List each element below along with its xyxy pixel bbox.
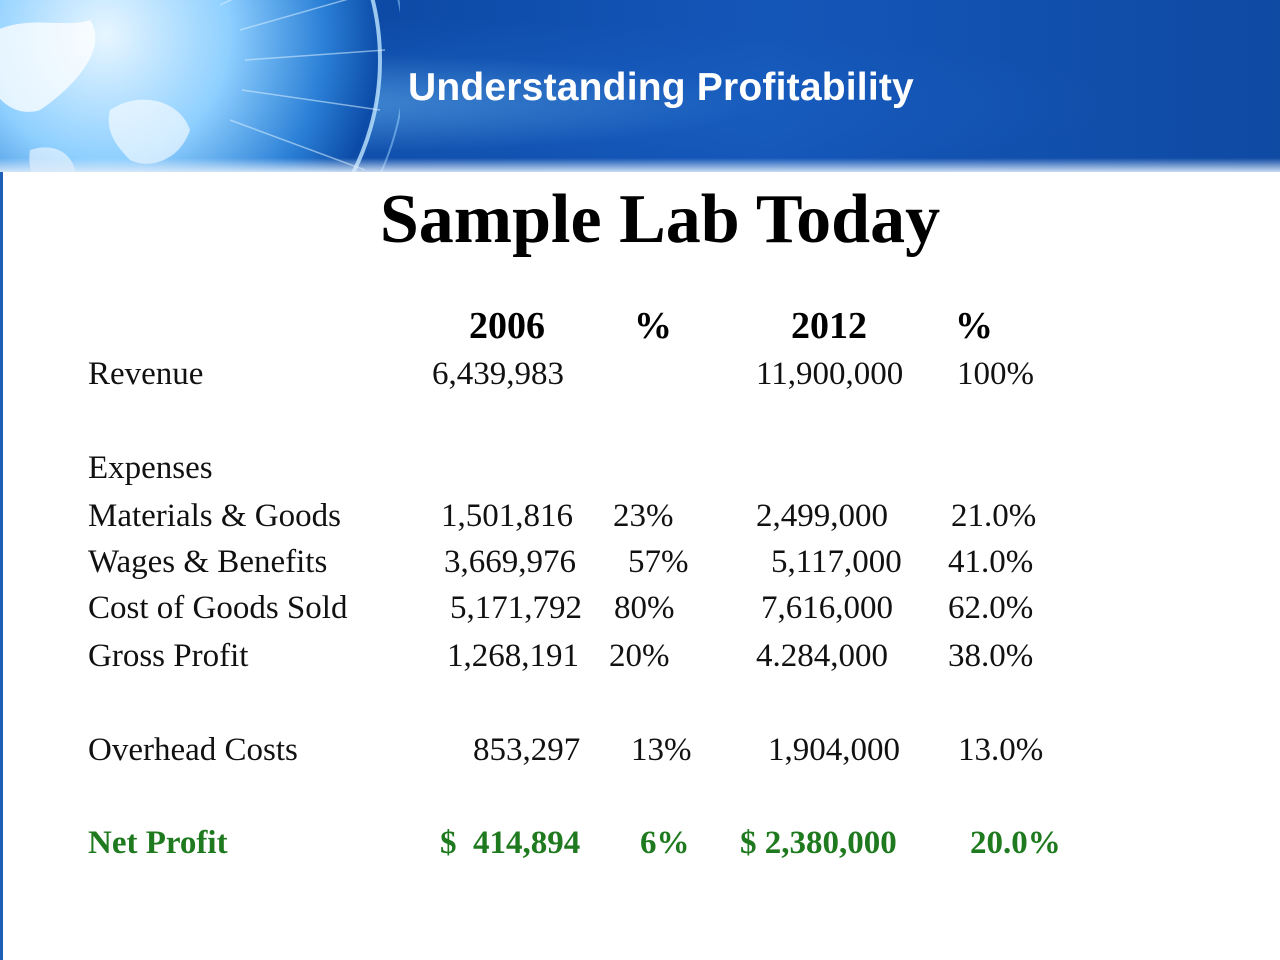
header-bottom-fade (0, 158, 1280, 172)
wages-pct-2012: 41.0% (948, 544, 1034, 580)
net-profit-pct-2006: 6% (640, 825, 690, 861)
row-label-wages: Wages & Benefits (88, 544, 328, 580)
net-profit-2012: $ 2,380,000 (740, 825, 897, 861)
row-label-expenses: Expenses (88, 450, 213, 486)
col-header-pct-2012: % (955, 305, 993, 347)
row-label-net-profit: Net Profit (88, 825, 228, 861)
cogs-pct-2006: 80% (614, 590, 675, 626)
gross-profit-pct-2006: 20% (609, 638, 670, 674)
revenue-pct-2012: 100% (957, 356, 1034, 392)
cogs-pct-2012: 62.0% (948, 590, 1034, 626)
overhead-2006: 853,297 (473, 732, 581, 768)
row-label-revenue: Revenue (88, 356, 204, 392)
cogs-2006: 5,171,792 (450, 590, 582, 626)
overhead-2012: 1,904,000 (768, 732, 900, 768)
overhead-pct-2006: 13% (631, 732, 692, 768)
row-label-gross-profit: Gross Profit (88, 638, 249, 674)
row-label-cogs: Cost of Goods Sold (88, 590, 348, 626)
materials-2012: 2,499,000 (756, 498, 888, 534)
col-header-2006: 2006 (469, 305, 545, 347)
gross-profit-pct-2012: 38.0% (948, 638, 1034, 674)
wages-pct-2006: 57% (628, 544, 689, 580)
row-label-overhead: Overhead Costs (88, 732, 298, 768)
cogs-2012: 7,616,000 (761, 590, 893, 626)
row-label-materials: Materials & Goods (88, 498, 341, 534)
overhead-pct-2012: 13.0% (958, 732, 1044, 768)
globe-graphic (0, 0, 400, 172)
gross-profit-2006: 1,268,191 (447, 638, 579, 674)
wages-2006: 3,669,976 (444, 544, 576, 580)
left-border-rule (0, 172, 3, 960)
col-header-2012: 2012 (791, 305, 867, 347)
revenue-2006: 6,439,983 (432, 356, 564, 392)
net-profit-2006: $ 414,894 (440, 825, 581, 861)
header-title: Understanding Profitability (408, 66, 914, 109)
materials-pct-2006: 23% (613, 498, 674, 534)
materials-pct-2012: 21.0% (951, 498, 1037, 534)
gross-profit-2012: 4.284,000 (756, 638, 888, 674)
col-header-pct-2006: % (634, 305, 672, 347)
revenue-2012: 11,900,000 (756, 356, 904, 392)
net-profit-pct-2012: 20.0% (970, 825, 1061, 861)
slide-header: Understanding Profitability (0, 0, 1280, 172)
wages-2012: 5,117,000 (771, 544, 902, 580)
slide-title: Sample Lab Today (379, 181, 941, 258)
materials-2006: 1,501,816 (441, 498, 573, 534)
